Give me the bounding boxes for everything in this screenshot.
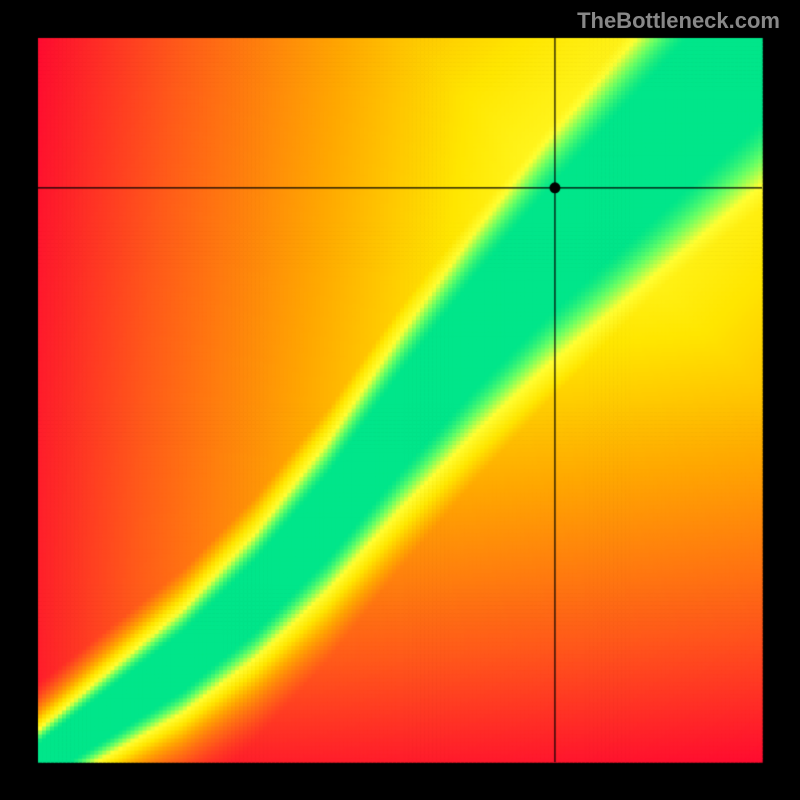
- watermark-text: TheBottleneck.com: [577, 8, 780, 34]
- bottleneck-heatmap: [0, 0, 800, 800]
- chart-container: TheBottleneck.com: [0, 0, 800, 800]
